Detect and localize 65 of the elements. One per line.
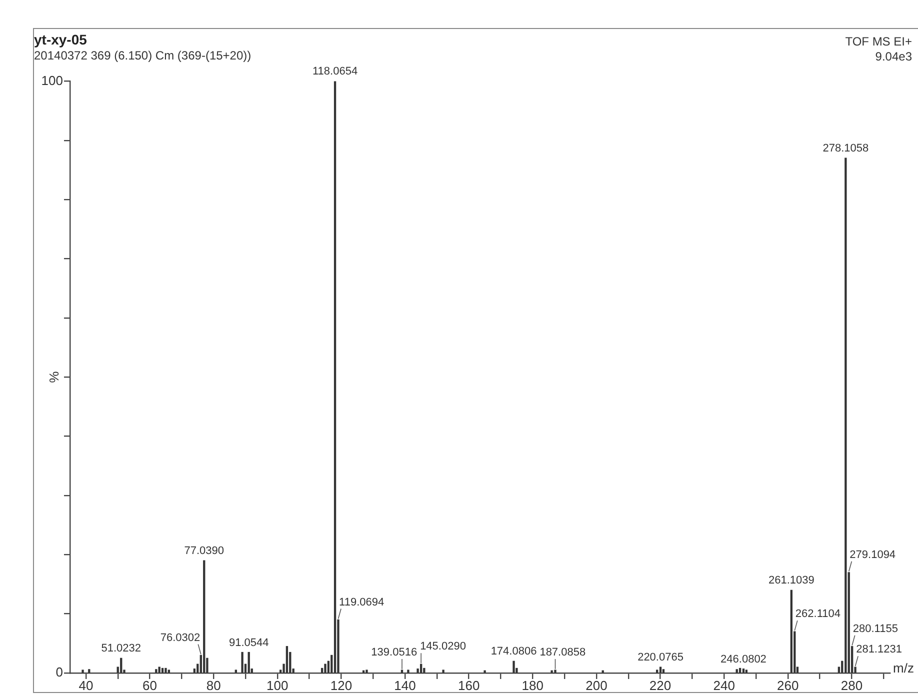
bar bbox=[120, 658, 122, 673]
bar bbox=[554, 670, 556, 673]
annotation: 91.0544 bbox=[228, 636, 269, 649]
bar bbox=[234, 670, 237, 673]
x-tick-label: 140 bbox=[394, 678, 416, 694]
bar bbox=[512, 660, 515, 673]
y-axis-title: % bbox=[46, 370, 62, 383]
bar bbox=[168, 670, 170, 673]
bar bbox=[745, 670, 748, 673]
annotation: 279.1094 bbox=[850, 548, 896, 561]
bar bbox=[736, 669, 738, 673]
x-tick-label: 180 bbox=[522, 678, 544, 694]
bar bbox=[324, 664, 326, 673]
chart-title: yt-xy-05 bbox=[34, 31, 88, 48]
bar bbox=[442, 670, 444, 673]
text: 9.04e3 bbox=[875, 49, 912, 64]
x-tick-label: 220 bbox=[649, 678, 672, 694]
bar bbox=[155, 669, 158, 673]
x-tick-label: 60 bbox=[142, 678, 157, 694]
annotation: 51.0232 bbox=[101, 642, 142, 655]
annotation: 281.1231 bbox=[856, 644, 902, 656]
x-axis-title: m/z bbox=[893, 660, 914, 676]
bar bbox=[407, 670, 410, 673]
annotation: 174.0806 bbox=[490, 646, 537, 658]
annotation: 246.0802 bbox=[720, 653, 766, 666]
bar bbox=[400, 670, 404, 673]
bar bbox=[790, 590, 792, 673]
bar bbox=[286, 646, 288, 673]
annotation: 187.0858 bbox=[540, 646, 586, 659]
annotation: 119.0694 bbox=[339, 596, 384, 608]
text: TOF MS EI+ bbox=[845, 34, 912, 48]
annotation: 139.0516 bbox=[371, 646, 418, 659]
annotation: 76.0302 bbox=[160, 632, 200, 644]
bar bbox=[844, 158, 847, 673]
annotation: 77.0390 bbox=[184, 545, 224, 558]
x-tick-label: 40 bbox=[78, 678, 94, 694]
annotation: 261.1039 bbox=[768, 574, 814, 587]
bar bbox=[656, 670, 658, 673]
y-tick-label: 0 bbox=[56, 664, 63, 680]
bar bbox=[366, 670, 368, 673]
x-tick-label: 100 bbox=[266, 678, 288, 694]
bar bbox=[248, 652, 250, 673]
bar bbox=[88, 669, 90, 673]
x-tick-label: 240 bbox=[713, 678, 735, 694]
x-tick-label: 80 bbox=[206, 678, 221, 694]
bar bbox=[484, 670, 486, 673]
bar bbox=[164, 668, 167, 673]
bar bbox=[662, 669, 665, 673]
annotation: 278.1058 bbox=[822, 142, 869, 155]
annotation: 220.0765 bbox=[638, 652, 684, 664]
x-tick-label: 280 bbox=[840, 678, 863, 694]
chart-subtitle: 20140372 369 (6.150) Cm (369-(15+20)) bbox=[34, 48, 252, 62]
x-tick-label: 160 bbox=[458, 678, 480, 694]
bar bbox=[203, 560, 206, 673]
bar bbox=[82, 670, 84, 673]
bar bbox=[241, 652, 244, 673]
annotation: 118.0654 bbox=[312, 66, 358, 78]
x-tick-label: 200 bbox=[586, 678, 608, 694]
bar bbox=[334, 81, 336, 673]
annotation: 280.1155 bbox=[852, 622, 898, 635]
annotation: 262.1104 bbox=[795, 608, 840, 620]
bar bbox=[550, 670, 553, 673]
x-tick-label: 120 bbox=[330, 678, 352, 694]
annotation: 145.0290 bbox=[420, 640, 466, 653]
x-tick-label: 260 bbox=[777, 678, 799, 694]
